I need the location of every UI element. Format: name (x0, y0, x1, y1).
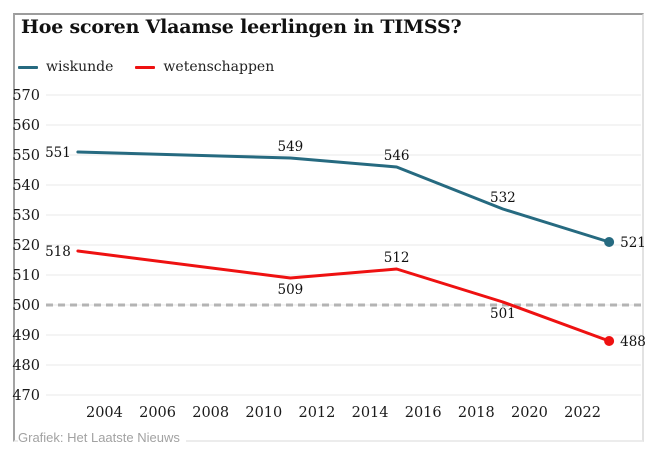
legend-swatch-wiskunde-icon (18, 65, 38, 69)
y-tick-label: 520 (12, 238, 40, 254)
y-tick-label: 480 (12, 358, 40, 374)
data-label-wiskunde: 549 (277, 139, 303, 155)
y-tick-label: 530 (12, 208, 40, 224)
data-label-wiskunde: 546 (384, 148, 410, 164)
legend: wiskunde wetenschappen (18, 59, 274, 75)
x-tick-label: 2016 (405, 405, 442, 421)
data-label-wiskunde: 551 (45, 145, 71, 161)
y-tick-label: 560 (12, 118, 40, 134)
legend-item-wiskunde: wiskunde (18, 59, 113, 75)
x-tick-label: 2022 (564, 405, 601, 421)
data-label-wetenschappen: 509 (277, 282, 303, 298)
data-label-wetenschappen: 501 (490, 306, 516, 322)
x-tick-label: 2004 (86, 405, 123, 421)
x-tick-label: 2006 (139, 405, 176, 421)
x-tick-label: 2014 (352, 405, 389, 421)
x-tick-label: 2010 (245, 405, 282, 421)
legend-label-wetenschappen: wetenschappen (163, 59, 275, 75)
data-label-wiskunde: 521 (620, 235, 646, 251)
y-tick-label: 500 (12, 298, 40, 314)
y-tick-label: 510 (12, 268, 40, 284)
source-caption: Grafiek: Het Laatste Nieuws (18, 430, 186, 445)
data-label-wetenschappen: 518 (45, 244, 71, 260)
chart-title: Hoe scoren Vlaamse leerlingen in TIMSS? (21, 16, 462, 38)
y-tick-label: 490 (12, 328, 40, 344)
series-line-wetenschappen (76, 249, 611, 343)
x-tick-label: 2020 (511, 405, 548, 421)
y-tick-label: 550 (12, 148, 40, 164)
y-tick-label: 470 (12, 388, 40, 404)
legend-item-wetenschappen: wetenschappen (135, 59, 274, 75)
legend-swatch-wetenschappen-icon (135, 65, 156, 69)
x-tick-label: 2012 (298, 405, 335, 421)
y-tick-label: 570 (12, 88, 40, 104)
y-tick-label: 540 (12, 178, 40, 194)
x-tick-label: 2018 (458, 405, 495, 421)
data-label-wetenschappen: 488 (620, 334, 646, 350)
x-tick-label: 2008 (192, 405, 229, 421)
end-marker-wetenschappen (604, 336, 615, 346)
series-line-wiskunde (76, 150, 611, 244)
chart-card (13, 13, 644, 442)
data-label-wiskunde: 532 (490, 190, 516, 206)
legend-label-wiskunde: wiskunde (46, 59, 114, 75)
data-label-wetenschappen: 512 (384, 250, 410, 266)
end-marker-wiskunde (604, 237, 615, 247)
